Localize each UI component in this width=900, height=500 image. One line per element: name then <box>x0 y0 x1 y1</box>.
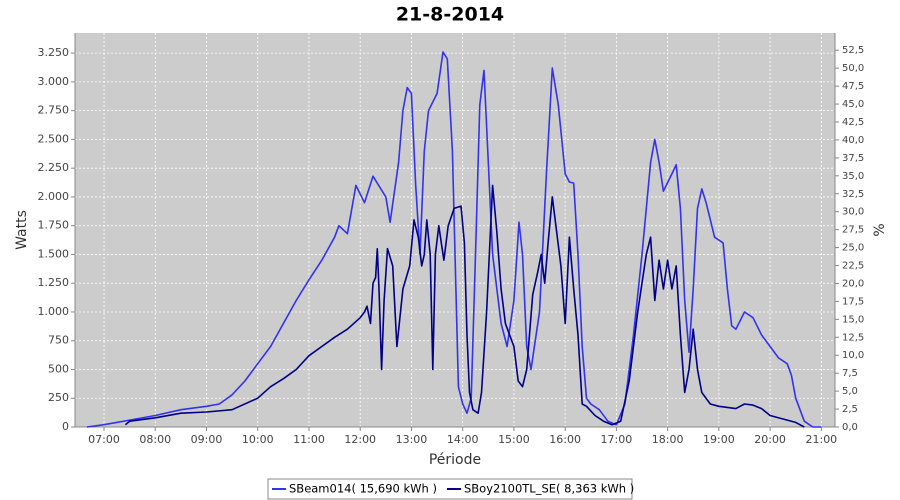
y-tick-label: 500 <box>48 362 69 375</box>
legend-label: SBeam014( 15,690 kWh ) <box>289 482 437 496</box>
x-tick-label: 08:00 <box>139 433 171 446</box>
y2-tick-label: 47,5 <box>842 81 864 92</box>
y2-tick-label: 25,0 <box>842 243 864 254</box>
y2-tick-label: 0,0 <box>842 422 858 433</box>
y2-tick-label: 30,0 <box>842 207 864 218</box>
x-tick-label: 09:00 <box>191 433 223 446</box>
y2-tick-label: 15,0 <box>842 314 864 325</box>
y2-tick-label: 37,5 <box>842 153 864 164</box>
y-tick-label: 1.500 <box>38 247 70 260</box>
y-tick-label: 1.750 <box>38 219 70 232</box>
y2-tick-label: 35,0 <box>842 171 864 182</box>
y-tick-label: 2.500 <box>38 132 70 145</box>
y2-tick-label: 40,0 <box>842 135 864 146</box>
x-tick-label: 20:00 <box>754 433 786 446</box>
y2-tick-label: 2,5 <box>842 404 858 415</box>
series-line <box>124 184 805 428</box>
x-tick-label: 13:00 <box>396 433 428 446</box>
y-tick-label: 2.000 <box>38 190 70 203</box>
x-tick-label: 10:00 <box>242 433 274 446</box>
y2-tick-label: 17,5 <box>842 296 864 307</box>
y2-tick-label: 5,0 <box>842 386 858 397</box>
y-tick-label: 750 <box>48 334 69 347</box>
y-tick-label: 2.750 <box>38 104 70 117</box>
y2-tick-label: 52,5 <box>842 45 864 56</box>
y-tick-label: 3.250 <box>38 46 70 59</box>
y-axis-title: Watts <box>14 210 30 250</box>
x-tick-label: 11:00 <box>293 433 325 446</box>
x-tick-label: 18:00 <box>652 433 684 446</box>
x-tick-label: 12:00 <box>344 433 376 446</box>
y-tick-label: 3.000 <box>38 75 70 88</box>
y2-tick-label: 20,0 <box>842 278 864 289</box>
x-tick-label: 16:00 <box>549 433 581 446</box>
y-tick-label: 250 <box>48 391 69 404</box>
chart-title: 21-8-2014 <box>396 4 504 26</box>
y2-tick-label: 27,5 <box>842 225 864 236</box>
x-axis-title: Période <box>429 452 481 468</box>
y-tick-label: 1.250 <box>38 276 70 289</box>
x-tick-label: 14:00 <box>447 433 479 446</box>
x-tick-label: 19:00 <box>703 433 735 446</box>
y2-tick-label: 45,0 <box>842 99 864 110</box>
y-tick-label: 2.250 <box>38 161 70 174</box>
y2-tick-label: 42,5 <box>842 117 864 128</box>
legend-label: SBoy2100TL_SE( 8,363 kWh ) <box>464 482 634 496</box>
x-tick-label: 15:00 <box>498 433 530 446</box>
y2-axis-title: % <box>872 223 888 236</box>
y-tick-label: 1.000 <box>38 305 70 318</box>
y2-tick-label: 10,0 <box>842 350 864 361</box>
y2-tick-label: 32,5 <box>842 189 864 200</box>
x-tick-label: 21:00 <box>805 433 837 446</box>
y2-tick-label: 12,5 <box>842 332 864 343</box>
series-line <box>86 51 822 428</box>
x-tick-label: 07:00 <box>88 433 120 446</box>
x-tick-label: 17:00 <box>601 433 633 446</box>
y2-tick-label: 7,5 <box>842 368 858 379</box>
y-tick-label: 0 <box>62 420 69 433</box>
y2-tick-label: 22,5 <box>842 261 864 272</box>
y2-tick-label: 50,0 <box>842 63 864 74</box>
